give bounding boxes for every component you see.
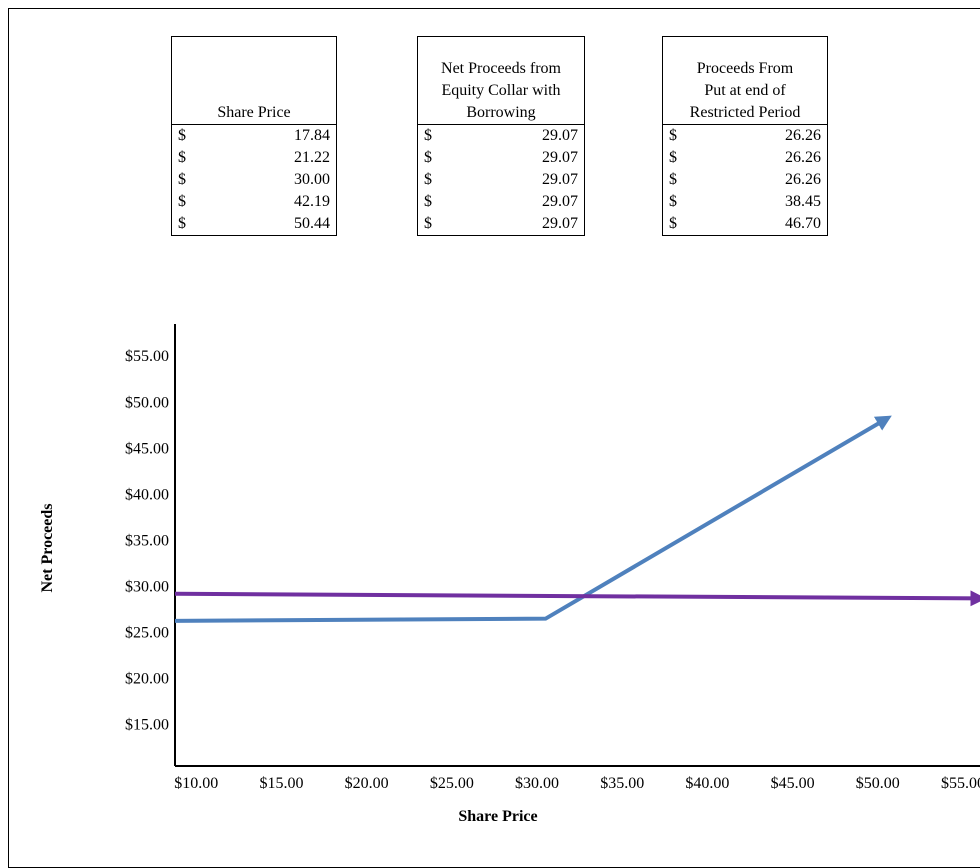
value-cell: 21.22 — [294, 149, 330, 166]
value-cell: 26.26 — [785, 127, 821, 144]
currency-cell: $ — [669, 171, 677, 188]
series-line-2 — [174, 590, 980, 607]
y-tick-label: $55.00 — [125, 348, 169, 365]
chart-series — [174, 415, 980, 623]
header-line: Restricted Period — [689, 104, 801, 121]
currency-cell: $ — [424, 171, 432, 188]
currency-cell: $ — [669, 215, 677, 232]
value-cell: 38.45 — [785, 193, 821, 210]
y-tick-label: $15.00 — [125, 717, 169, 734]
table-row: $42.19 — [172, 191, 336, 213]
x-tick-label: $50.00 — [856, 775, 900, 792]
x-tick-label: $25.00 — [430, 775, 474, 792]
value-cell: 26.26 — [785, 149, 821, 166]
header-line: Put at end of — [704, 82, 786, 99]
value-cell: 26.26 — [785, 171, 821, 188]
header-line: Share Price — [217, 104, 291, 121]
chart-axes — [174, 324, 980, 767]
currency-cell: $ — [424, 193, 432, 210]
x-tick-label: $15.00 — [259, 775, 303, 792]
currency-cell: $ — [424, 127, 432, 144]
value-cell: 29.07 — [542, 193, 578, 210]
y-tick-label: $35.00 — [125, 532, 169, 549]
series-line-1 — [174, 415, 892, 623]
share-price-table: Share Price $17.84 $21.22 $30.00 $42.19 … — [171, 36, 337, 236]
header-line: Borrowing — [466, 104, 536, 121]
table-row: $26.26 — [663, 147, 827, 169]
table-header: Net Proceeds from Equity Collar with Bor… — [418, 37, 584, 125]
value-cell: 50.44 — [294, 215, 330, 232]
currency-cell: $ — [424, 149, 432, 166]
table-row: $26.26 — [663, 125, 827, 147]
put-proceeds-table: Proceeds From Put at end of Restricted P… — [662, 36, 828, 236]
currency-cell: $ — [669, 127, 677, 144]
table-header: Proceeds From Put at end of Restricted P… — [663, 37, 827, 125]
table-row: $21.22 — [172, 147, 336, 169]
currency-cell: $ — [178, 215, 186, 232]
table-row: $46.70 — [663, 213, 827, 235]
table-row: $17.84 — [172, 125, 336, 147]
value-cell: 46.70 — [785, 215, 821, 232]
x-tick-label: $40.00 — [685, 775, 729, 792]
table-header: Share Price — [172, 37, 336, 125]
table-row: $29.07 — [418, 213, 584, 235]
value-cell: 29.07 — [542, 171, 578, 188]
currency-cell: $ — [178, 193, 186, 210]
x-tick-label: $30.00 — [515, 775, 559, 792]
header-line: Equity Collar with — [441, 82, 561, 99]
table-row: $29.07 — [418, 191, 584, 213]
x-tick-label: $55.00 — [941, 775, 980, 792]
y-axis-label: Net Proceeds — [39, 504, 56, 593]
y-tick-label: $25.00 — [125, 624, 169, 641]
equity-collar-proceeds-table: Net Proceeds from Equity Collar with Bor… — [417, 36, 585, 236]
x-tick-label: $45.00 — [771, 775, 815, 792]
y-tick-label: $20.00 — [125, 671, 169, 688]
x-tick-label: $10.00 — [174, 775, 218, 792]
value-cell: 29.07 — [542, 127, 578, 144]
y-tick-label: $45.00 — [125, 440, 169, 457]
table-row: $29.07 — [418, 169, 584, 191]
chart-ticks: $15.00 $20.00 $25.00 $30.00 $35.00 $40.00 $45.… — [125, 348, 980, 792]
header-line: Net Proceeds from — [441, 60, 561, 77]
value-cell: 29.07 — [542, 215, 578, 232]
value-cell: 30.00 — [294, 171, 330, 188]
table-row: $29.07 — [418, 125, 584, 147]
table-row: $50.44 — [172, 213, 336, 235]
currency-cell: $ — [424, 215, 432, 232]
y-tick-label: $50.00 — [125, 394, 169, 411]
table-row: $26.26 — [663, 169, 827, 191]
currency-cell: $ — [178, 127, 186, 144]
value-cell: 29.07 — [542, 149, 578, 166]
table-row: $29.07 — [418, 147, 584, 169]
x-axis-label: Share Price — [458, 808, 537, 825]
table-row: $38.45 — [663, 191, 827, 213]
header-line: Proceeds From — [696, 60, 794, 77]
x-tick-label: $20.00 — [345, 775, 389, 792]
x-tick-label: $35.00 — [600, 775, 644, 792]
currency-cell: $ — [178, 149, 186, 166]
value-cell: 17.84 — [294, 127, 330, 144]
currency-cell: $ — [669, 149, 677, 166]
y-tick-label: $40.00 — [125, 486, 169, 503]
currency-cell: $ — [178, 171, 186, 188]
currency-cell: $ — [669, 193, 677, 210]
y-tick-label: $30.00 — [125, 578, 169, 595]
table-row: $30.00 — [172, 169, 336, 191]
value-cell: 42.19 — [294, 193, 330, 210]
